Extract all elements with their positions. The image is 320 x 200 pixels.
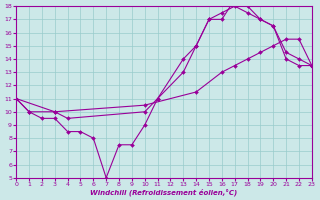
X-axis label: Windchill (Refroidissement éolien,°C): Windchill (Refroidissement éolien,°C) bbox=[90, 188, 238, 196]
